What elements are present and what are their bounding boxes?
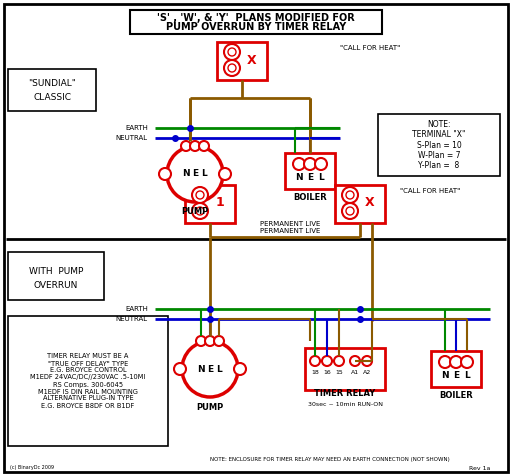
Circle shape <box>205 336 215 346</box>
Circle shape <box>174 363 186 375</box>
Circle shape <box>228 64 236 72</box>
Text: "CALL FOR HEAT": "CALL FOR HEAT" <box>340 45 400 51</box>
Circle shape <box>182 341 238 397</box>
Bar <box>8 316 168 446</box>
Text: PUMP: PUMP <box>197 403 224 411</box>
Circle shape <box>334 356 344 366</box>
Text: E: E <box>207 365 213 374</box>
Circle shape <box>196 336 206 346</box>
Text: 16: 16 <box>323 370 331 376</box>
Circle shape <box>181 141 191 151</box>
Text: N: N <box>182 169 190 178</box>
Text: 15: 15 <box>335 370 343 376</box>
Circle shape <box>310 356 320 366</box>
Bar <box>285 153 335 189</box>
Text: TIMER RELAY: TIMER RELAY <box>314 389 376 398</box>
Text: A1: A1 <box>351 370 359 376</box>
Circle shape <box>461 356 473 368</box>
Text: 18: 18 <box>311 370 319 376</box>
Text: BOILER: BOILER <box>439 390 473 399</box>
Circle shape <box>346 207 354 215</box>
Text: NEUTRAL: NEUTRAL <box>116 316 148 322</box>
Circle shape <box>199 141 209 151</box>
Text: X: X <box>365 197 375 209</box>
Circle shape <box>224 60 240 76</box>
Text: NOTE:
TERMINAL "X"
S-Plan = 10
W-Plan = 7
Y-Plan =  8: NOTE: TERMINAL "X" S-Plan = 10 W-Plan = … <box>412 119 466 170</box>
Circle shape <box>315 158 327 170</box>
Circle shape <box>439 356 451 368</box>
Text: NOTE: ENCLOSURE FOR TIMER RELAY MAY NEED AN EARTH CONNECTION (NOT SHOWN): NOTE: ENCLOSURE FOR TIMER RELAY MAY NEED… <box>210 457 450 463</box>
Text: L: L <box>464 370 470 379</box>
Circle shape <box>304 158 316 170</box>
Text: L: L <box>216 365 222 374</box>
Text: BOILER: BOILER <box>293 192 327 201</box>
Text: PUMP OVERRUN BY TIMER RELAY: PUMP OVERRUN BY TIMER RELAY <box>166 22 346 32</box>
Bar <box>217 42 267 80</box>
Bar <box>431 351 481 387</box>
Circle shape <box>159 168 171 180</box>
Text: NEUTRAL: NEUTRAL <box>116 135 148 141</box>
Text: E: E <box>307 172 313 181</box>
Circle shape <box>350 356 360 366</box>
Text: Rev 1a: Rev 1a <box>468 466 490 470</box>
Circle shape <box>167 146 223 202</box>
Text: PERMANENT LIVE: PERMANENT LIVE <box>260 228 320 234</box>
Circle shape <box>190 141 200 151</box>
Circle shape <box>450 356 462 368</box>
Circle shape <box>362 356 372 366</box>
Bar <box>8 252 104 300</box>
Circle shape <box>219 168 231 180</box>
Text: E: E <box>192 169 198 178</box>
Circle shape <box>346 191 354 199</box>
Circle shape <box>228 48 236 56</box>
Circle shape <box>192 203 208 219</box>
Text: WITH  PUMP: WITH PUMP <box>29 268 83 277</box>
Text: OVERRUN: OVERRUN <box>34 280 78 289</box>
Text: X: X <box>247 53 257 67</box>
Circle shape <box>322 356 332 366</box>
Circle shape <box>196 207 204 215</box>
Bar <box>378 114 500 176</box>
Text: TIMER RELAY MUST BE A
"TRUE OFF DELAY" TYPE
E.G. BROYCE CONTROL
M1EDF 24VAC/DC//: TIMER RELAY MUST BE A "TRUE OFF DELAY" T… <box>30 354 145 408</box>
Text: N: N <box>197 365 205 374</box>
Text: "SUNDIAL": "SUNDIAL" <box>28 79 76 89</box>
Text: 'S' , 'W', & 'Y'  PLANS MODIFIED FOR: 'S' , 'W', & 'Y' PLANS MODIFIED FOR <box>157 13 355 23</box>
Text: L: L <box>318 172 324 181</box>
Text: "CALL FOR HEAT": "CALL FOR HEAT" <box>400 188 460 194</box>
Text: CLASSIC: CLASSIC <box>33 92 71 101</box>
Circle shape <box>224 44 240 60</box>
Text: 30sec ~ 10min RUN-ON: 30sec ~ 10min RUN-ON <box>308 401 382 407</box>
Circle shape <box>342 187 358 203</box>
Text: N: N <box>441 370 449 379</box>
Circle shape <box>293 158 305 170</box>
Bar <box>8 69 96 111</box>
Text: N: N <box>295 172 303 181</box>
Circle shape <box>214 336 224 346</box>
Circle shape <box>342 203 358 219</box>
Text: 1: 1 <box>216 197 224 209</box>
Bar <box>185 185 235 223</box>
Text: E: E <box>453 370 459 379</box>
Text: L: L <box>201 169 207 178</box>
Text: EARTH: EARTH <box>125 306 148 312</box>
Text: PUMP: PUMP <box>181 208 208 217</box>
Bar <box>130 10 382 34</box>
Text: PERMANENT LIVE: PERMANENT LIVE <box>260 221 320 227</box>
Text: (c) BinaryDc 2009: (c) BinaryDc 2009 <box>10 466 54 470</box>
Circle shape <box>196 191 204 199</box>
Bar <box>335 185 385 223</box>
Text: A2: A2 <box>363 370 371 376</box>
Bar <box>305 348 385 390</box>
Circle shape <box>192 187 208 203</box>
Text: EARTH: EARTH <box>125 125 148 131</box>
Circle shape <box>234 363 246 375</box>
